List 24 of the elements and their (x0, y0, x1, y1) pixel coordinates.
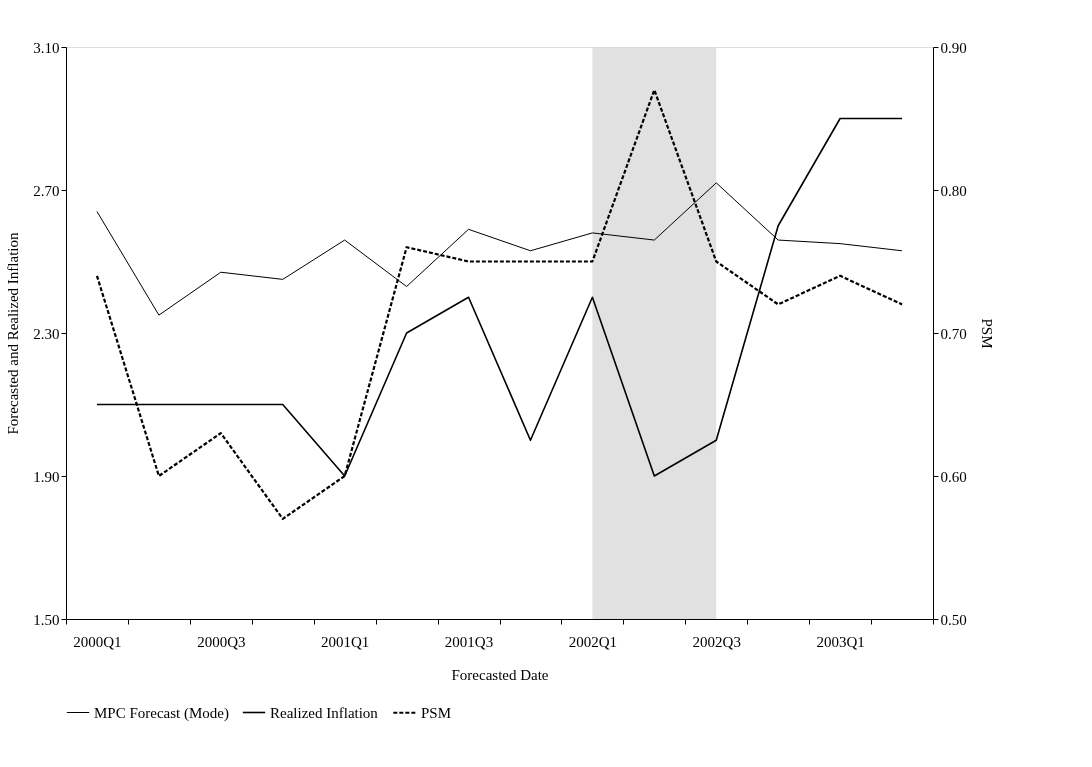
legend-label: PSM (421, 704, 452, 721)
x-tick-label: 2001Q3 (444, 633, 494, 650)
line-series (95, 88, 904, 520)
y-axis-title: Forecasted and Realized Inflation (5, 232, 22, 435)
y2-tick-label: 0.60 (940, 468, 967, 485)
y-tick-label: 1.50 (33, 611, 60, 628)
y-tick-label: 1.90 (33, 468, 60, 485)
x-tick-label: 2000Q1 (73, 633, 122, 650)
y2-tick-label: 0.90 (940, 39, 967, 56)
x-axis-title: Forecasted Date (451, 666, 549, 683)
y2-tick-label: 0.50 (940, 611, 967, 628)
y-tick-label: 3.10 (33, 39, 60, 56)
x-tick-label: 2001Q1 (321, 633, 370, 650)
y2-tick-label: 0.80 (940, 182, 967, 199)
x-tick-label: 2003Q1 (816, 633, 865, 650)
x-tick-label: 2002Q1 (568, 633, 618, 650)
x-tick-label: 2000Q3 (197, 633, 246, 650)
legend-label: MPC Forecast (Mode) (94, 704, 229, 722)
y-tick-label: 2.30 (33, 325, 60, 342)
x-tick-label: 2002Q3 (692, 633, 741, 650)
y2-axis-title: PSM (978, 318, 995, 349)
y2-tick-label: 0.70 (940, 325, 967, 342)
y-tick-label: 2.70 (33, 182, 60, 199)
legend-label: Realized Inflation (270, 704, 379, 721)
